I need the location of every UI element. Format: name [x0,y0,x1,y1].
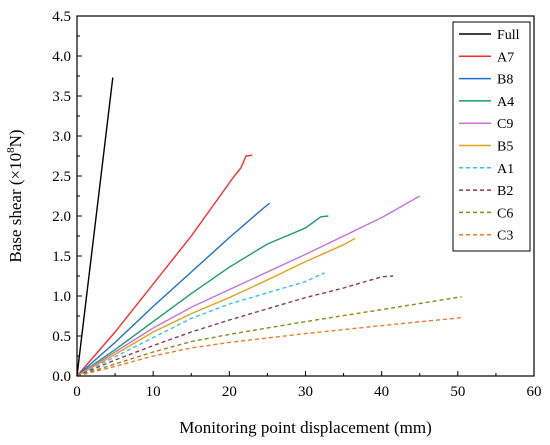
legend-label-a1: A1 [497,162,514,177]
legend-label-a7: A7 [497,50,514,65]
y-tick-label: 3.5 [52,89,71,105]
plot-layer [76,77,462,377]
x-tick-label: 30 [298,384,313,400]
series-line-a1 [76,272,325,377]
x-tick-label: 40 [374,384,389,400]
series-line-a7 [76,154,253,377]
legend-label-b8: B8 [497,73,513,88]
y-axis-title-prefix: Base shear (×10 [6,153,25,263]
x-axis: 0 10 20 30 40 50 60 [73,371,542,400]
legend-label-c9: C9 [497,117,513,132]
x-tick-label: 60 [527,384,542,400]
y-tick-label: 2.5 [52,169,71,185]
y-tick-label: 4.5 [52,9,71,25]
y-tick-label: 4.0 [52,49,71,65]
series-line-c9 [76,195,421,377]
series-line-b8 [76,202,271,377]
y-tick-label: 1.0 [52,289,71,305]
legend-label-b5: B5 [497,140,513,155]
x-tick-label: 50 [450,384,465,400]
legend: Full A7 B8 A4 C9 B5 A1 B2 C6 C3 [452,21,531,252]
y-axis-title-exponent: 8 [5,147,17,153]
series-line-c3 [76,316,462,377]
x-tick-label: 10 [146,384,161,400]
x-tick-label: 20 [222,384,237,400]
y-axis-title: Base shear (×108N) [5,129,25,262]
plot-frame [76,15,535,377]
y-tick-label: 0.5 [52,329,71,345]
legend-label-full: Full [497,28,520,43]
legend-label-c6: C6 [497,206,513,221]
series-line-full [76,77,114,377]
legend-label-a4: A4 [497,95,514,110]
x-axis-title: Monitoring point displacement (mm) [179,418,432,437]
y-tick-label: 2.0 [52,209,71,225]
series-line-b2 [76,275,394,377]
series-line-a4 [76,215,329,377]
y-axis: 0.0 0.5 1.0 1.5 2.0 2.5 3.0 3.5 4.0 4.5 [52,9,82,385]
legend-label-b2: B2 [497,184,513,199]
y-tick-label: 3.0 [52,129,71,145]
y-tick-label: 1.5 [52,249,71,265]
x-tick-label: 0 [73,384,81,400]
y-tick-label: 0.0 [52,369,71,385]
legend-label-c3: C3 [497,229,513,244]
legend-box [452,21,531,252]
series-line-b5 [76,237,356,377]
y-axis-title-suffix: N) [6,129,25,147]
